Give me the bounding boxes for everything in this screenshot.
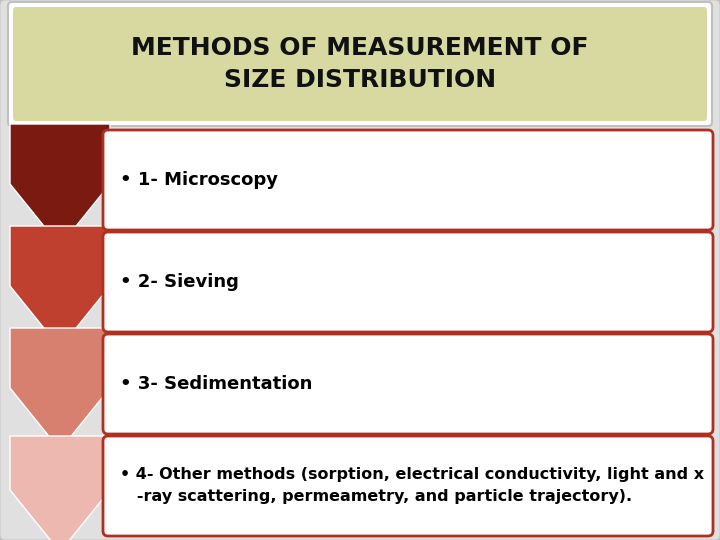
Polygon shape (10, 436, 110, 540)
Text: • 4- Other methods (sorption, electrical conductivity, light and x: • 4- Other methods (sorption, electrical… (120, 468, 704, 483)
Polygon shape (10, 124, 110, 246)
FancyBboxPatch shape (8, 2, 712, 126)
FancyBboxPatch shape (103, 130, 713, 230)
FancyBboxPatch shape (13, 7, 707, 121)
Text: • 3- Sedimentation: • 3- Sedimentation (120, 375, 312, 393)
Polygon shape (10, 226, 110, 348)
Text: • 1- Microscopy: • 1- Microscopy (120, 171, 278, 189)
Text: -ray scattering, permeametry, and particle trajectory).: -ray scattering, permeametry, and partic… (120, 489, 632, 504)
Text: SIZE DISTRIBUTION: SIZE DISTRIBUTION (224, 68, 496, 92)
FancyBboxPatch shape (103, 436, 713, 536)
Text: METHODS OF MEASUREMENT OF: METHODS OF MEASUREMENT OF (131, 36, 589, 60)
Polygon shape (10, 328, 110, 450)
FancyBboxPatch shape (103, 232, 713, 332)
FancyBboxPatch shape (103, 334, 713, 434)
Text: • 2- Sieving: • 2- Sieving (120, 273, 239, 291)
